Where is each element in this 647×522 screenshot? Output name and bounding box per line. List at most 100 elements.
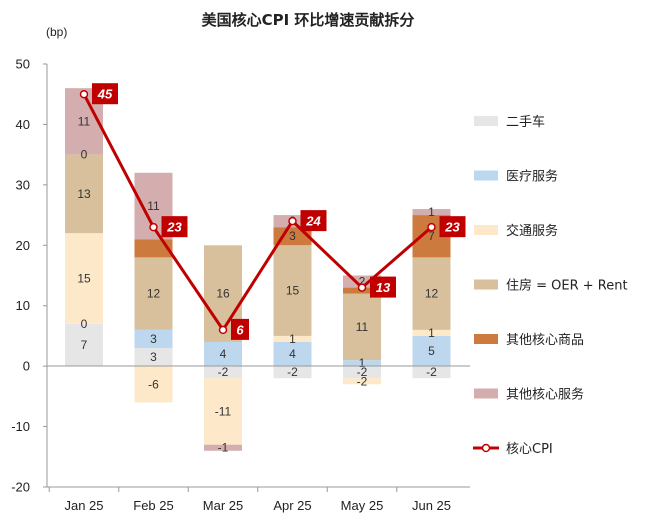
segment-label: 0 (81, 148, 88, 162)
x-axis: Jan 25 Feb 25 Mar 25 Apr 25 May 25 Jun 25 (47, 365, 470, 513)
bar-segment (65, 323, 103, 367)
legend-line-marker (481, 443, 491, 453)
segment-label: 15 (286, 284, 300, 298)
legend-swatch (474, 334, 498, 344)
y-tick-label: 20 (16, 238, 30, 253)
legend-swatch (474, 116, 498, 126)
y-tick-label: -10 (11, 419, 30, 434)
core-cpi-point (288, 216, 297, 226)
x-tick-label: Jun 25 (412, 498, 451, 513)
bar-segment (273, 341, 312, 367)
bar-segment (204, 444, 242, 451)
x-tick-label: Jan 25 (64, 498, 103, 513)
segment-label: -2 (218, 365, 229, 379)
bars (65, 88, 451, 451)
legend-label: 住房 = OER + Rent (506, 278, 628, 294)
core-cpi-point (79, 89, 89, 99)
core-cpi-value-label: 23 (444, 220, 460, 235)
segment-label: -11 (215, 404, 232, 418)
y-tick-label: 0 (23, 359, 30, 374)
segment-label: 3 (289, 229, 296, 243)
core-cpi-point (149, 222, 158, 232)
legend-label: 交通服务 (506, 223, 558, 239)
core-cpi-label-box (370, 276, 396, 298)
core-cpi-value-label: 6 (236, 322, 244, 337)
core-cpi-label-box (439, 216, 466, 238)
x-tick-label: May 25 (341, 498, 384, 513)
bar-segment (273, 366, 312, 379)
bar-segment (343, 378, 381, 385)
bar-segment (134, 329, 173, 349)
bar-segment (204, 366, 242, 379)
bar-segment (65, 154, 103, 234)
segment-label: -1 (218, 441, 229, 455)
y-tick-label: 30 (16, 177, 30, 192)
legend-label: 医疗服务 (506, 169, 558, 185)
segment-label: 1 (428, 205, 435, 219)
segment-label: 15 (77, 272, 91, 286)
bar-segment (343, 366, 381, 379)
segment-label: 1 (359, 356, 366, 370)
core-cpi-label-box (161, 216, 188, 238)
bar-segment (204, 378, 242, 445)
segment-label: 12 (147, 287, 161, 301)
segment-label: 12 (425, 287, 439, 301)
segment-label: -2 (287, 365, 298, 379)
segment-label: 4 (220, 347, 227, 361)
core-cpi-value-label: 23 (166, 220, 182, 235)
segment-label: 16 (216, 287, 230, 301)
x-tick-label: Feb 25 (133, 498, 173, 513)
x-tick-label: Apr 25 (273, 498, 311, 513)
bar-segment (134, 257, 173, 330)
chart-title: 美国核心CPI 环比增速贡献拆分 (202, 11, 415, 29)
bar-segment (412, 209, 451, 216)
legend-swatch (474, 388, 498, 399)
segment-label: 5 (428, 344, 435, 358)
core-cpi-value-label: 45 (97, 87, 113, 102)
legend-swatch (474, 279, 498, 290)
segment-label: 1 (289, 332, 296, 346)
legend-label: 二手车 (506, 114, 545, 130)
segment-label: 2 (359, 275, 366, 289)
segment-label: 3 (150, 350, 157, 364)
core-cpi-label-box (231, 318, 249, 340)
core-cpi-point (218, 325, 228, 335)
core-cpi-point (357, 283, 367, 292)
segment-label: 4 (289, 347, 296, 361)
core-cpi-value-label: 24 (305, 214, 321, 229)
segment-label: 11 (356, 320, 369, 334)
y-axis-unit: (bp) (46, 25, 67, 39)
bar-segment (204, 341, 242, 367)
bar-segment (412, 329, 451, 336)
segment-label: 0 (81, 317, 88, 331)
legend-label: 核心CPI (506, 442, 553, 457)
core-cpi-label-box (300, 210, 327, 232)
y-tick-label: 40 (16, 117, 30, 132)
bar-segment (134, 348, 173, 367)
x-tick-label: Mar 25 (203, 498, 243, 513)
segment-label: -2 (426, 365, 437, 379)
y-axis: -20 -10 0 10 20 30 40 50 (11, 57, 48, 495)
segment-label: -2 (357, 374, 368, 388)
y-tick-label: -20 (11, 480, 30, 495)
segment-label: 11 (147, 199, 160, 213)
segment-label: 7 (428, 229, 435, 243)
segment-label: -2 (357, 365, 368, 379)
segment-label: 13 (77, 187, 91, 201)
segment-label: 11 (78, 114, 91, 128)
legend-label: 其他核心服务 (506, 387, 584, 403)
bar-segment (412, 335, 451, 367)
core-cpi-value-label: 13 (376, 280, 391, 295)
y-tick-label: 50 (16, 57, 30, 72)
segment-label: 1 (428, 326, 435, 340)
segment-label: 3 (150, 332, 157, 346)
legend-swatch (474, 170, 498, 181)
segment-label: -6 (148, 377, 159, 391)
bar-segment (343, 360, 381, 367)
y-tick-label: 10 (16, 298, 30, 313)
core-cpi-label-box (92, 83, 118, 105)
bar-segment (343, 293, 381, 361)
